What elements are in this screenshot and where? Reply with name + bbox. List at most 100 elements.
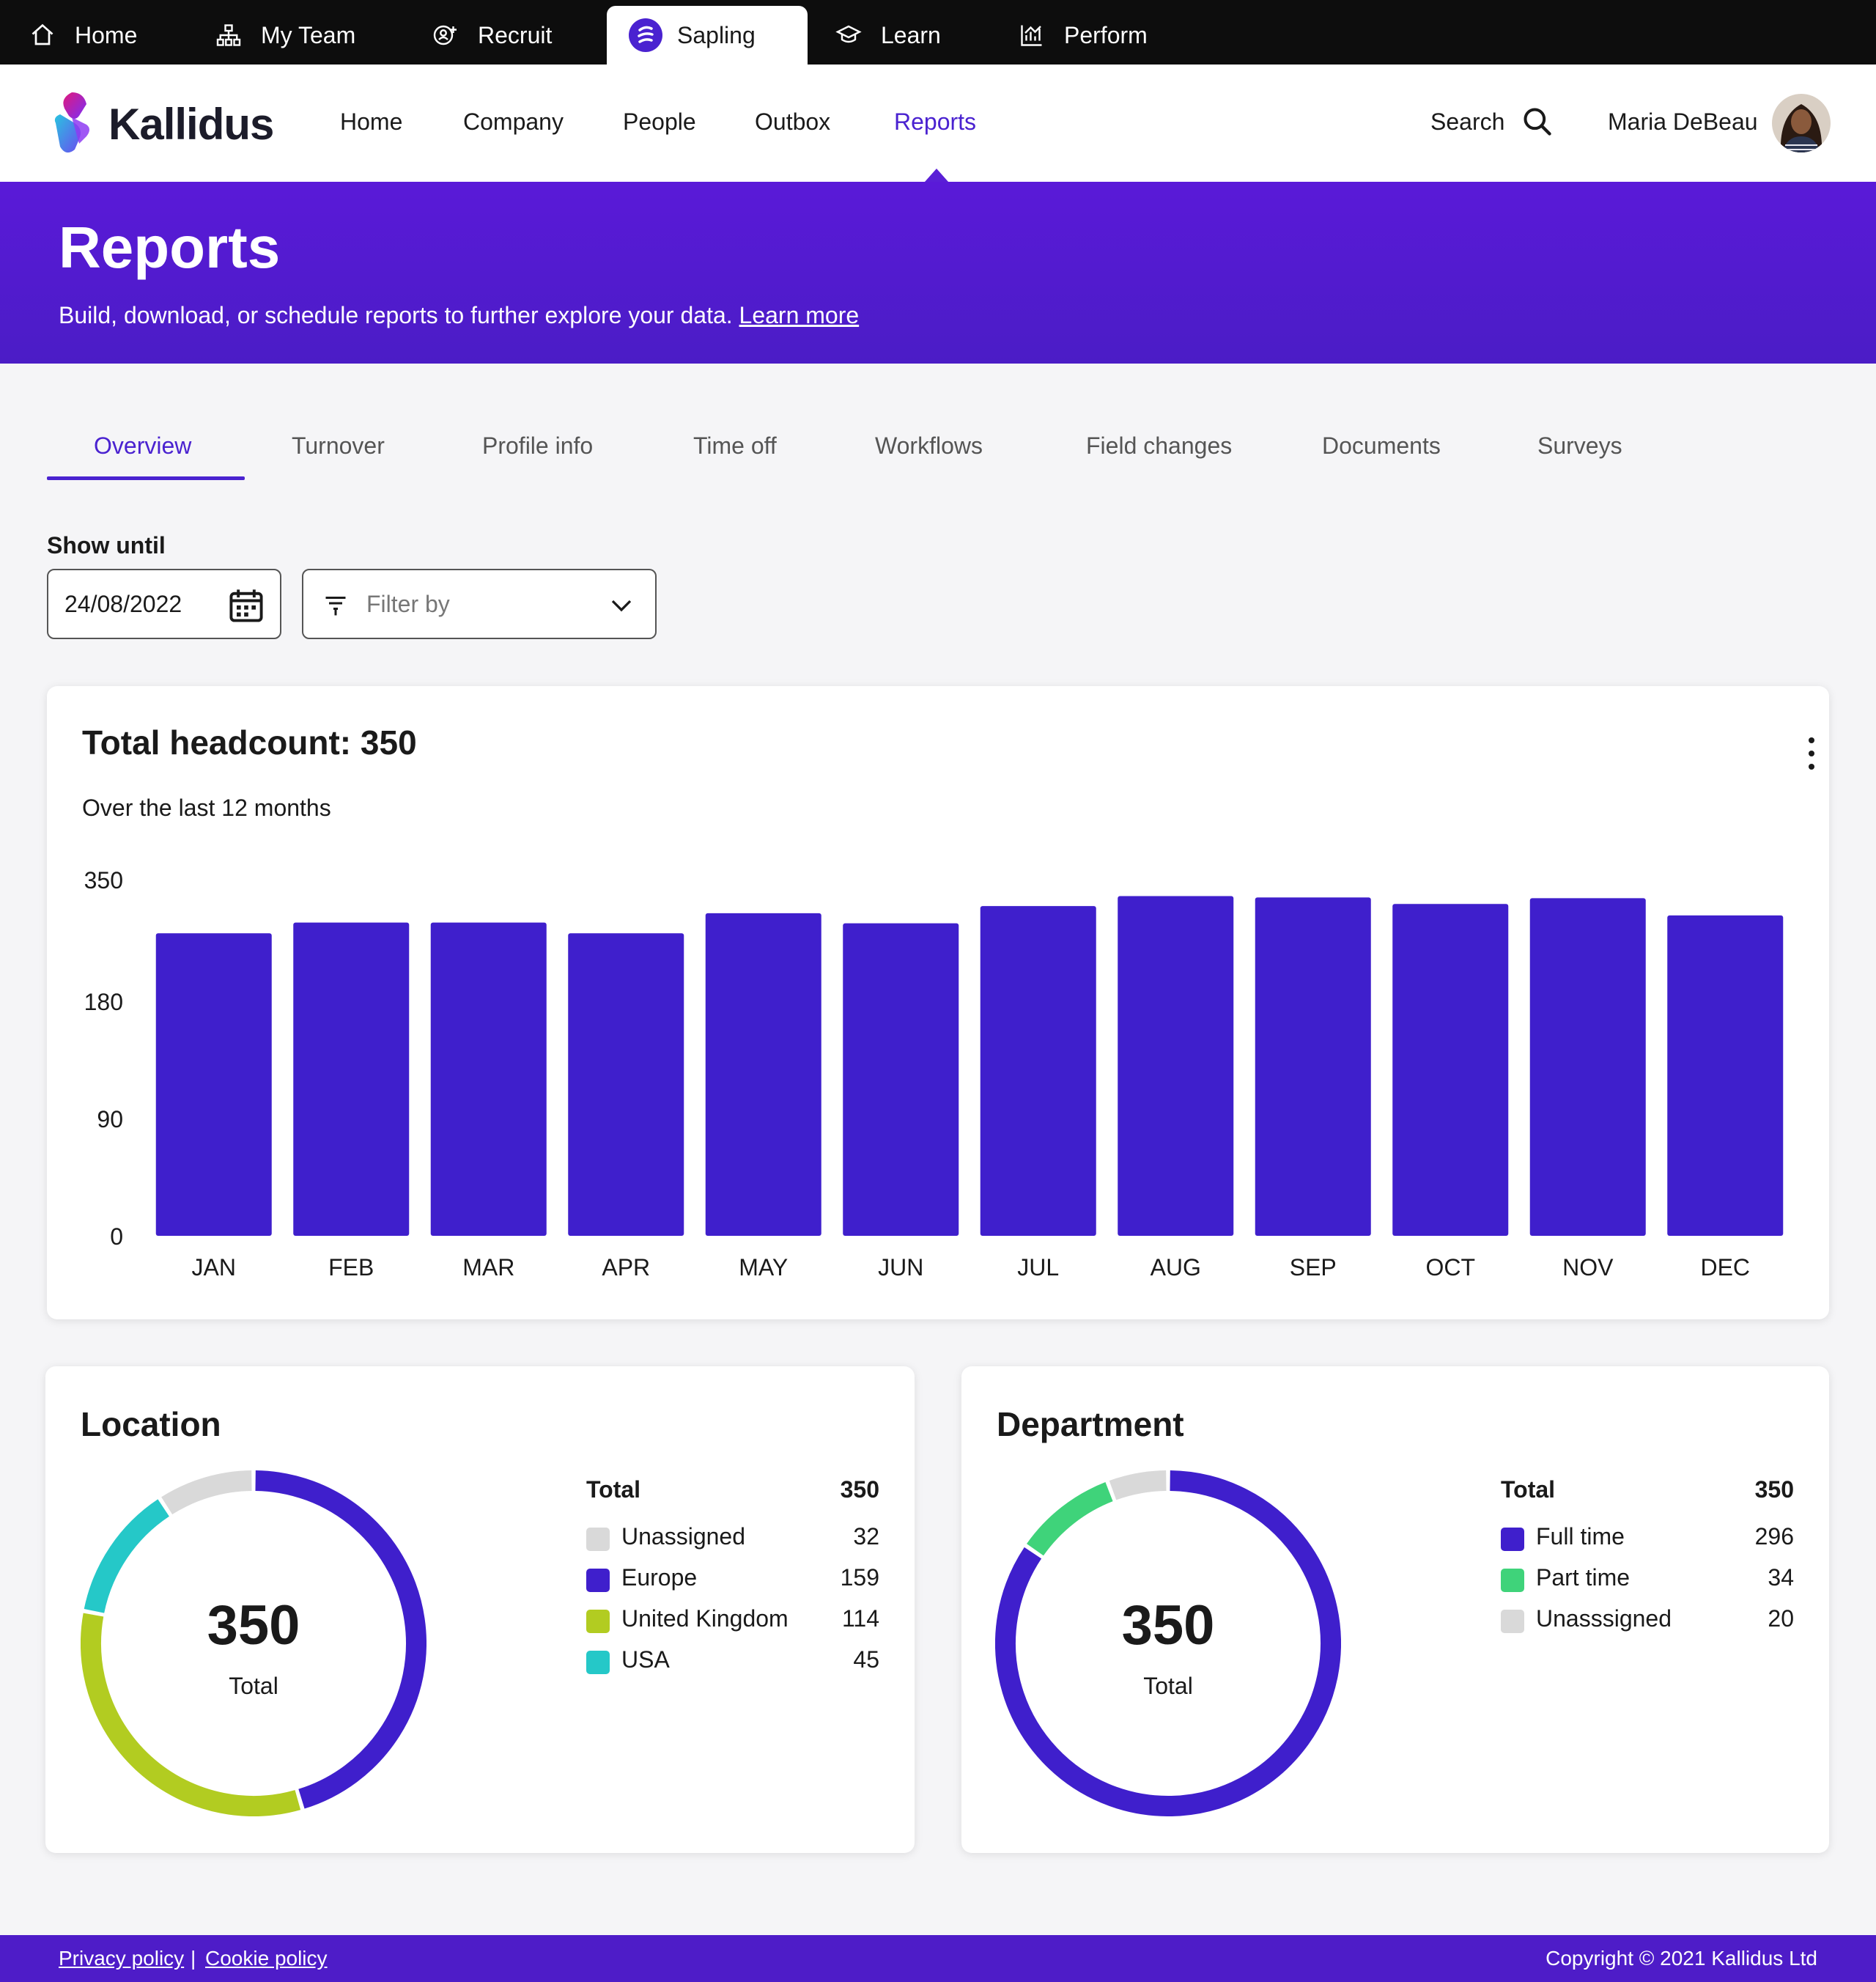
- bar-nov[interactable]: [1529, 898, 1646, 1236]
- location-legend: Total 350 Unassigned 32 Europe 159 United Ki…: [586, 1476, 879, 1674]
- app-tab-label: Recruit: [478, 21, 553, 48]
- tab-profile-info[interactable]: Profile info: [482, 432, 594, 459]
- location-card: Location: [45, 1366, 915, 1853]
- kallidus-logo-icon: [54, 92, 89, 153]
- app-tab-perform[interactable]: Perform: [1019, 6, 1187, 65]
- learn-more-link[interactable]: Learn more: [739, 302, 860, 328]
- nav-people[interactable]: People: [623, 108, 696, 135]
- show-until-label: Show until: [47, 532, 166, 559]
- tab-field-changes[interactable]: Field changes: [1086, 432, 1233, 459]
- user-avatar[interactable]: [1772, 94, 1831, 152]
- tab-workflows[interactable]: Workflows: [875, 432, 983, 459]
- bar-aug[interactable]: [1118, 896, 1234, 1236]
- y-tick-label: 90: [97, 1106, 123, 1132]
- x-tick-label: FEB: [328, 1254, 374, 1281]
- y-tick-label: 0: [110, 1223, 123, 1250]
- user-name[interactable]: Maria DeBeau: [1608, 108, 1758, 135]
- x-tick-label: SEP: [1290, 1254, 1337, 1281]
- x-tick-label: JUN: [878, 1254, 923, 1281]
- donut-slice-unasssigned[interactable]: [1109, 1470, 1167, 1500]
- legend-item-value: 20: [1768, 1605, 1794, 1632]
- active-nav-indicator: [925, 169, 948, 182]
- legend-item-value: 45: [853, 1646, 879, 1673]
- search-label[interactable]: Search: [1430, 108, 1505, 135]
- legend-header: Total 350: [586, 1476, 879, 1503]
- legend-row: United Kingdom 114: [586, 1605, 879, 1635]
- donut-slice-usa[interactable]: [84, 1499, 170, 1613]
- donut-slice-part-time[interactable]: [1027, 1482, 1113, 1556]
- bar-dec[interactable]: [1667, 915, 1784, 1236]
- donut-slice-europe[interactable]: [255, 1470, 426, 1809]
- bar-may[interactable]: [705, 913, 821, 1236]
- app-tab-sapling[interactable]: Sapling: [607, 6, 808, 65]
- legend-row: Unassigned 32: [586, 1523, 879, 1552]
- app-tab-home[interactable]: Home: [29, 6, 176, 65]
- x-tick-label: AUG: [1151, 1254, 1201, 1281]
- date-field[interactable]: 24/08/2022: [47, 569, 281, 639]
- location-donut-chart: [81, 1470, 426, 1816]
- tab-turnover[interactable]: Turnover: [292, 432, 385, 459]
- bar-sep[interactable]: [1255, 897, 1371, 1236]
- legend-swatch: [1501, 1610, 1524, 1633]
- legend-total-label: Total: [586, 1476, 641, 1503]
- y-tick-label: 350: [84, 867, 123, 894]
- legend-total-value: 350: [840, 1476, 879, 1503]
- department-title: Department: [997, 1405, 1184, 1443]
- home-icon: [32, 23, 53, 45]
- legend-item-name: Unassigned: [621, 1523, 745, 1550]
- filter-placeholder: Filter by: [366, 591, 450, 617]
- nav-home[interactable]: Home: [340, 108, 403, 135]
- legend-swatch: [1501, 1569, 1524, 1592]
- department-center-label: Total: [1143, 1673, 1193, 1699]
- x-tick-label: NOV: [1562, 1254, 1614, 1281]
- page-subtitle: Build, download, or schedule reports to …: [59, 302, 859, 329]
- app-tab-my-team[interactable]: My Team: [215, 6, 391, 65]
- donut-slice-united-kingdom[interactable]: [81, 1613, 301, 1816]
- main-header: Kallidus Home Company People Outbox Repo…: [0, 65, 1876, 182]
- chevron-down-icon: [611, 600, 632, 612]
- y-tick-label: 180: [84, 989, 123, 1015]
- x-tick-label: JAN: [192, 1254, 236, 1281]
- cookie-policy-link[interactable]: Cookie policy: [205, 1947, 328, 1970]
- legend-item-name: Full time: [1536, 1523, 1625, 1550]
- x-tick-label: MAR: [462, 1254, 514, 1281]
- graduation-cap-icon: [835, 25, 862, 43]
- tab-surveys[interactable]: Surveys: [1537, 432, 1622, 459]
- legend-swatch: [586, 1528, 610, 1551]
- bar-oct[interactable]: [1392, 904, 1509, 1236]
- tab-documents[interactable]: Documents: [1322, 432, 1441, 459]
- donut-slice-unassigned[interactable]: [161, 1470, 252, 1515]
- app-tab-recruit[interactable]: Recruit: [432, 6, 594, 65]
- department-center-value: 350: [1121, 1594, 1215, 1657]
- recruit-icon: [433, 25, 457, 45]
- calendar-icon[interactable]: [227, 586, 265, 625]
- tab-overview[interactable]: Overview: [94, 432, 192, 459]
- bar-jan[interactable]: [155, 933, 272, 1236]
- donut-slice-full-time[interactable]: [995, 1470, 1341, 1816]
- bar-feb[interactable]: [293, 922, 410, 1236]
- nav-reports[interactable]: Reports: [894, 108, 977, 135]
- legend-item-name: Europe: [621, 1564, 698, 1591]
- active-tab-underline: [47, 476, 245, 480]
- bar-jul[interactable]: [980, 906, 1096, 1236]
- nav-company[interactable]: Company: [463, 108, 564, 135]
- more-options-icon[interactable]: [1803, 730, 1820, 777]
- privacy-policy-link[interactable]: Privacy policy: [59, 1947, 185, 1970]
- footer-separator: |: [191, 1947, 196, 1970]
- tab-time-off[interactable]: Time off: [693, 432, 777, 459]
- kallidus-logo[interactable]: Kallidus: [50, 91, 274, 157]
- x-tick-label: MAY: [739, 1254, 788, 1281]
- legend-header: Total 350: [1501, 1476, 1794, 1503]
- app-tab-learn[interactable]: Learn: [835, 6, 982, 65]
- legend-item-name: USA: [621, 1646, 670, 1673]
- location-center-label: Total: [229, 1673, 278, 1699]
- legend-item-value: 34: [1768, 1564, 1794, 1591]
- bar-apr[interactable]: [568, 933, 684, 1236]
- bar-mar[interactable]: [430, 922, 547, 1236]
- search-icon[interactable]: [1521, 106, 1554, 138]
- department-legend: Total 350 Full time 296 Part time 34 Unasssi…: [1501, 1476, 1794, 1637]
- bar-jun[interactable]: [843, 923, 959, 1236]
- filter-dropdown[interactable]: Filter by: [302, 569, 657, 639]
- nav-outbox[interactable]: Outbox: [755, 108, 831, 135]
- logo-text: Kallidus: [108, 99, 274, 149]
